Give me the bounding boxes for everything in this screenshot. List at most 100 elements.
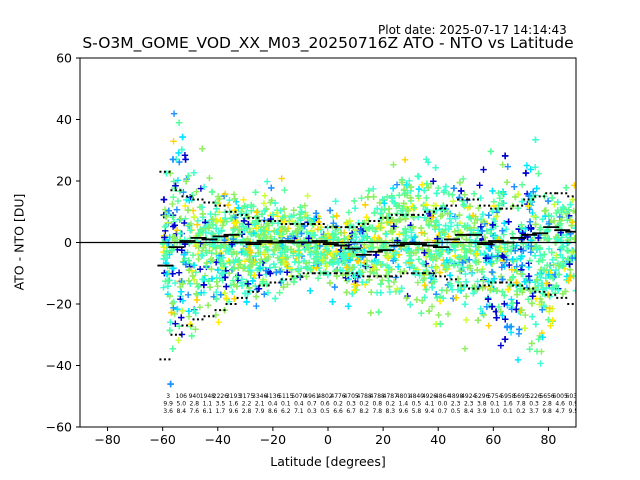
scatter-point <box>378 277 386 284</box>
scatter-point <box>357 270 365 277</box>
scatter-point <box>528 300 536 307</box>
scatter-point <box>295 247 302 254</box>
scatter-point <box>536 244 544 252</box>
scatter-point <box>227 215 235 222</box>
scatter-point <box>549 317 556 324</box>
scatter-point <box>461 191 468 198</box>
bin-stat-value: 5754 <box>487 393 502 400</box>
scatter-point <box>517 224 525 231</box>
scatter-point <box>185 291 192 299</box>
scatter-point <box>532 136 539 143</box>
scatter-point <box>324 271 331 279</box>
bin-stat-value: 4961 <box>304 393 319 400</box>
bin-stat-value: 4136 <box>265 393 280 400</box>
scatter-point <box>202 220 210 227</box>
scatter-point <box>527 287 534 295</box>
scatter-point <box>196 304 204 311</box>
scatter-point <box>267 233 274 240</box>
scatter-point <box>564 255 572 263</box>
bin-stat-value: 0.9 <box>568 400 578 407</box>
scatter-point <box>539 334 546 341</box>
scatter-point <box>468 270 475 277</box>
scatter-point <box>555 286 562 294</box>
scatter-point <box>341 235 348 242</box>
scatter-point <box>357 262 364 269</box>
scatter-point <box>499 288 506 295</box>
scatter-point <box>170 178 177 185</box>
scatter-point <box>213 217 221 225</box>
scatter-point <box>227 282 235 289</box>
scatter-point <box>523 162 531 169</box>
bin-stat-value: 1.0 <box>490 408 500 415</box>
scatter-point <box>179 297 187 305</box>
scatter-point <box>370 185 377 193</box>
scatter-point <box>391 199 398 206</box>
scatter-point <box>437 251 444 258</box>
scatter-point <box>473 266 481 274</box>
scatter-point <box>490 220 497 227</box>
scatter-point <box>418 245 426 252</box>
bin-stat-value: 8.6 <box>268 408 278 415</box>
bin-stat-value: 4802 <box>317 393 332 400</box>
x-axis-label: Latitude [degrees] <box>270 454 386 469</box>
scatter-point <box>542 274 549 282</box>
scatter-point <box>451 260 458 267</box>
scatter-point <box>490 275 498 282</box>
scatter-point <box>245 284 253 292</box>
scatter-point <box>178 314 185 321</box>
scatter-point <box>362 201 369 209</box>
scatter-point <box>433 255 440 262</box>
scatter-point <box>440 260 448 267</box>
scatter-point <box>263 280 270 288</box>
bin-stat-value: 4801 <box>396 393 411 400</box>
scatter-point <box>535 258 542 265</box>
scatter-point <box>567 201 574 208</box>
scatter-point <box>180 251 188 258</box>
scatter-point <box>407 301 414 308</box>
scatter-point <box>461 300 469 308</box>
scatter-point <box>386 283 393 290</box>
scatter-point <box>229 288 236 295</box>
scatter-point <box>237 210 245 218</box>
x-tick-label: 0 <box>324 432 332 447</box>
scatter-point <box>444 310 452 318</box>
scatter-point <box>249 261 256 269</box>
scatter-point <box>442 264 450 271</box>
scatter-point <box>208 265 215 273</box>
scatter-point <box>166 251 173 258</box>
scatter-point <box>215 319 222 326</box>
scatter-point <box>405 207 412 214</box>
scatter-point <box>325 247 333 254</box>
scatter-point <box>383 193 391 201</box>
scatter-point <box>209 243 217 250</box>
scatter-point <box>363 262 371 269</box>
scatter-point <box>433 190 440 197</box>
scatter-point <box>221 290 228 297</box>
scatter-point <box>190 213 198 221</box>
bin-stat-value: 1.7 <box>216 408 226 415</box>
scatter-point <box>229 277 237 284</box>
scatter-point <box>313 264 320 272</box>
scatter-point <box>487 258 495 266</box>
scatter-point <box>164 283 172 290</box>
scatter-point <box>415 173 422 180</box>
scatter-point <box>525 192 532 199</box>
scatter-point <box>221 263 229 271</box>
scatter-point <box>182 156 189 163</box>
scatter-point <box>553 235 561 243</box>
scatter-point <box>186 227 194 234</box>
scatter-point <box>544 197 552 205</box>
scatter-point <box>516 326 523 333</box>
scatter-point <box>509 274 516 281</box>
scatter-point <box>549 256 556 264</box>
scatter-point <box>454 222 461 229</box>
scatter-point <box>305 259 313 266</box>
scatter-point <box>161 252 168 259</box>
scatter-point <box>521 325 529 332</box>
scatter-point <box>371 234 378 241</box>
bin-stat-value: 8.2 <box>359 408 369 415</box>
scatter-point <box>537 360 544 367</box>
scatter-point <box>493 314 500 321</box>
scatter-point <box>289 230 296 237</box>
scatter-point <box>273 209 281 217</box>
